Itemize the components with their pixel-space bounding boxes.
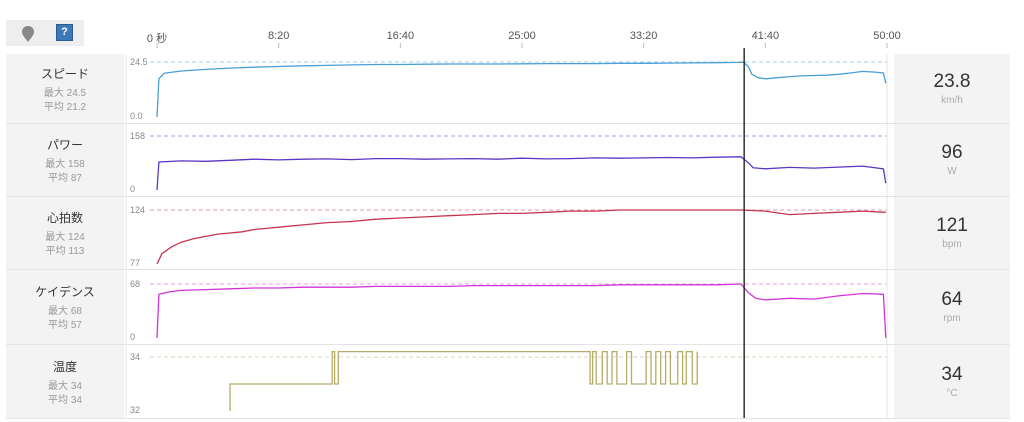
x-tick-label: 16:40 [386,30,415,42]
power-unit-label: W [947,166,957,177]
map-pin-icon [22,26,34,42]
x-tick-label: 41:40 [751,30,780,42]
speed-series-line [156,61,887,118]
temperature-series-line [229,350,698,411]
cadence-label: ケイデンス [35,285,95,299]
speed-unit-label: km/h [941,94,963,106]
cadence-avg-label: 平均 57 [48,320,82,331]
heart-rate-avg-label: 平均 113 [45,246,85,257]
x-tick-label: 8:20 [267,30,290,42]
x-tick-label: 50:00 [873,30,901,42]
cadence-unit-label: rpm [943,313,961,324]
temperature-unit-label: °C [946,387,958,399]
power-y-tick-label: 0 [130,184,135,194]
power-current-value: 96 [941,142,963,163]
metric-labels-panel [6,54,124,418]
speed-max-label: 最大 24.5 [43,87,87,99]
heart-rate-label: 心拍数 [46,211,83,225]
cadence-max-label: 最大 68 [48,306,82,317]
heart-rate-current-value: 121 [936,215,968,236]
heart-rate-series-line [156,209,886,265]
power-series-line [156,156,887,191]
speed-label: スピード [40,66,89,81]
power-label: パワー [46,138,83,152]
temperature-y-tick-label: 32 [130,405,140,415]
speed-y-tick-label: 24.5 [130,57,148,67]
help-icon: ? [61,26,68,38]
power-max-label: 最大 158 [45,159,85,170]
time-axis-header: ? 0 秒 8:20 16:40 25:00 33:20 41:40 50:00 [0,0,1024,48]
row-separator [6,196,1010,197]
help-button[interactable]: ? [56,24,73,41]
x-tick-label: 25:00 [508,30,536,42]
cadence-current-value: 64 [941,289,963,310]
heart-rate-max-label: 最大 124 [45,232,85,243]
speed-avg-label: 平均 21.2 [43,101,87,113]
cadence-y-tick-label: 68 [130,279,140,289]
cadence-series-line [156,283,887,339]
row-separator [6,418,1010,419]
heart-rate-y-tick-label: 77 [130,258,140,268]
temperature-label: 温度 [52,359,77,374]
heart-rate-unit-label: bpm [942,239,962,250]
temperature-max-label: 最大 34 [48,380,82,392]
power-avg-label: 平均 87 [48,173,82,184]
current-values-panel [894,54,1010,418]
temperature-avg-label: 平均 34 [48,394,82,406]
speed-y-tick-label: 0.0 [130,111,143,121]
row-separator [6,344,1010,345]
x-tick-label: 33:20 [629,30,658,42]
temperature-current-value: 34 [941,363,963,385]
row-separator [6,123,1010,124]
map-pin-button[interactable] [17,24,39,44]
cadence-y-tick-label: 0 [130,332,135,342]
row-separator [6,269,1010,270]
heart-rate-y-tick-label: 124 [130,205,145,215]
speed-current-value: 23.8 [933,70,971,92]
x-tick-label: 0 秒 [146,33,168,45]
temperature-y-tick-label: 34 [130,352,140,362]
power-y-tick-label: 158 [130,131,145,141]
